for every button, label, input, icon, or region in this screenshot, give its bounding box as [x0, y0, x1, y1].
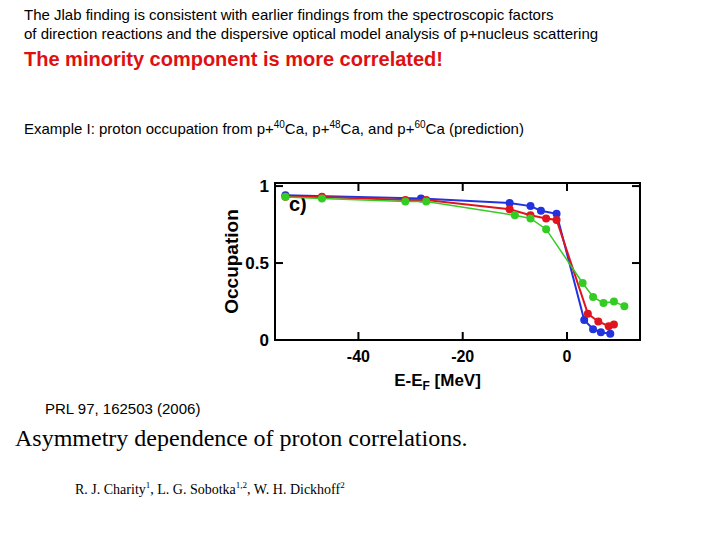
- y-tick-label: 0.5: [245, 254, 269, 273]
- y-tick: [632, 262, 640, 264]
- point: [620, 302, 628, 310]
- x-tick-label: -20: [451, 348, 474, 365]
- point: [281, 193, 289, 201]
- point: [401, 197, 409, 205]
- point: [584, 310, 592, 318]
- point: [597, 328, 605, 336]
- point: [542, 225, 550, 233]
- text-segment: 48: [329, 119, 341, 130]
- y-axis-label: Occupation: [221, 209, 242, 314]
- text-segment: [MeV]: [430, 371, 481, 390]
- point: [594, 318, 602, 326]
- text-segment: p+: [257, 120, 274, 137]
- x-tick: [462, 183, 464, 191]
- point: [506, 205, 514, 213]
- point: [579, 279, 587, 287]
- point: [511, 211, 519, 219]
- y-tick-label: 0: [260, 331, 269, 350]
- text-segment: Ca (prediction): [426, 120, 524, 137]
- point: [527, 214, 535, 222]
- text-segment: 40: [274, 119, 286, 130]
- x-tick: [566, 183, 568, 191]
- point: [537, 207, 545, 215]
- point: [542, 214, 550, 222]
- point: [606, 330, 614, 338]
- point: [589, 325, 597, 333]
- intro-line: of direction reactions and the dispersiv…: [24, 25, 598, 42]
- x-tick: [462, 332, 464, 340]
- y-tick: [632, 185, 640, 187]
- chart: 00.51-40-200Occupationc): [221, 177, 640, 365]
- x-axis-label: E-EF [MeV]: [394, 371, 481, 393]
- text-segment: Ca, p+: [285, 120, 330, 137]
- reference: PRL 97, 162503 (2006): [45, 400, 200, 417]
- paper-title: Asymmetry dependence of proton correlati…: [15, 425, 468, 451]
- text-segment: 60: [414, 119, 426, 130]
- x-tick: [357, 183, 359, 191]
- example-line: Example I: proton occupation from p+40Ca…: [24, 119, 524, 137]
- point: [422, 197, 430, 205]
- point: [610, 298, 618, 306]
- text-segment: E-E: [394, 371, 422, 390]
- point: [527, 202, 535, 210]
- text-segment: , L. G. Sobotka: [150, 482, 236, 497]
- point: [281, 193, 289, 201]
- text-segment: , W. H. Dickhoff: [247, 482, 340, 497]
- series-line: [285, 197, 624, 306]
- text-segment: Ca, and p+: [341, 120, 415, 137]
- slide: The Jlab finding is consistent with earl…: [0, 0, 720, 540]
- plot-frame: [275, 183, 640, 340]
- y-tick: [275, 339, 283, 341]
- x-tick-label: -40: [347, 348, 370, 365]
- text-segment: R. J. Charity: [75, 482, 146, 497]
- series-line: [285, 197, 614, 326]
- point: [553, 216, 561, 224]
- y-tick: [275, 262, 283, 264]
- text-segment: F: [423, 379, 430, 393]
- y-tick: [632, 339, 640, 341]
- headline: The minority component is more correlate…: [24, 48, 443, 70]
- point: [589, 293, 597, 301]
- intro-line: The Jlab finding is consistent with earl…: [24, 6, 553, 23]
- x-tick-label: 0: [563, 348, 572, 365]
- point: [318, 194, 326, 202]
- x-tick: [357, 332, 359, 340]
- y-tick: [275, 185, 283, 187]
- point: [600, 299, 608, 307]
- authors: R. J. Charity1, L. G. Sobotka1,2, W. H. …: [75, 480, 345, 497]
- point: [610, 321, 618, 329]
- text-segment: 2: [340, 480, 345, 490]
- text-segment: Example I: proton occupation from: [24, 120, 257, 137]
- series-line: [285, 195, 610, 333]
- y-tick-label: 1: [260, 177, 269, 196]
- data-group: [281, 191, 628, 338]
- text-segment: 1,2: [236, 480, 247, 490]
- x-tick: [566, 332, 568, 340]
